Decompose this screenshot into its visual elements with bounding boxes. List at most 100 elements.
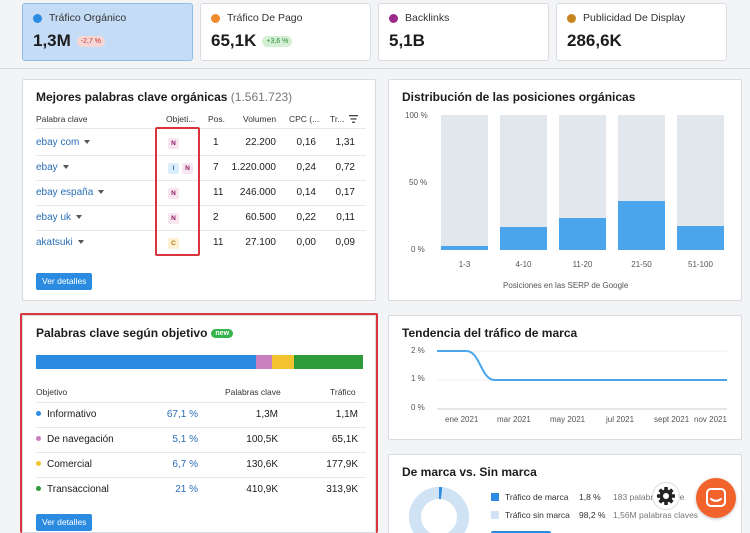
volume-value: 1.220.000 bbox=[231, 162, 277, 173]
chevron-down-icon[interactable] bbox=[76, 215, 83, 219]
keyword-link[interactable]: ebay com bbox=[36, 137, 91, 148]
panel-title: Mejores palabras clave orgánicas bbox=[36, 90, 228, 104]
kpi-value: 286,6K bbox=[567, 31, 622, 50]
bar-21-50[interactable] bbox=[618, 201, 665, 250]
intent-pct[interactable]: 6,7 % bbox=[172, 459, 198, 470]
keyword-link[interactable]: ebay españa bbox=[36, 187, 105, 198]
keyword-link[interactable]: ebay bbox=[36, 162, 69, 173]
y-tick: 1 % bbox=[411, 374, 425, 383]
brand-traffic-keywords: 183 palabras clave bbox=[613, 492, 685, 502]
intent-badge: N bbox=[182, 163, 193, 174]
bar-1-3[interactable] bbox=[441, 245, 488, 250]
bar-4-10[interactable] bbox=[500, 227, 547, 250]
nonbrand-traffic-pct[interactable]: 98,2 % bbox=[579, 510, 606, 520]
x-tick: sept 2021 bbox=[654, 415, 690, 424]
brand-trend-panel: Tendencia del tráfico de marca 2 % 1 % 0… bbox=[388, 315, 742, 440]
kpi-card-organic-traffic[interactable]: Tráfico Orgánico 1,3M -2,7 % bbox=[22, 3, 193, 61]
position-value: 11 bbox=[213, 237, 224, 248]
intent-pct[interactable]: 21 % bbox=[175, 484, 198, 495]
chat-support-button[interactable] bbox=[696, 478, 736, 518]
chevron-down-icon[interactable] bbox=[77, 240, 84, 244]
chevron-down-icon[interactable] bbox=[62, 165, 69, 169]
brand-donut-chart bbox=[409, 487, 469, 533]
view-details-button[interactable]: Ver detalles bbox=[36, 273, 93, 290]
change-badge: +3,6 % bbox=[262, 35, 293, 47]
positions-distribution-panel: Distribución de las posiciones orgánicas… bbox=[388, 79, 742, 301]
kpi-value: 65,1K bbox=[211, 31, 257, 50]
nonbrand-traffic-legend: Tráfico sin marca bbox=[491, 510, 570, 520]
col-header-keywords: Palabras clave bbox=[225, 387, 281, 397]
traffic-value: 1,31 bbox=[335, 137, 355, 148]
x-tick: 4-10 bbox=[515, 260, 532, 269]
volume-value: 246.000 bbox=[239, 187, 276, 198]
intent-column-highlight bbox=[155, 127, 200, 256]
x-tick: 1-3 bbox=[458, 260, 471, 269]
x-tick: 11-20 bbox=[572, 260, 593, 269]
intent-badge: N bbox=[168, 188, 179, 199]
cpc-value: 0,24 bbox=[296, 162, 316, 173]
bar-51-100[interactable] bbox=[677, 225, 724, 250]
x-tick: 51-100 bbox=[688, 260, 713, 269]
header-divider bbox=[0, 68, 750, 69]
chevron-down-icon[interactable] bbox=[84, 140, 91, 144]
x-tick: 21-50 bbox=[631, 260, 652, 269]
donut-slice-1[interactable] bbox=[409, 487, 469, 533]
col-header-position[interactable]: Pos. bbox=[208, 114, 226, 124]
change-badge: -2,7 % bbox=[76, 35, 106, 47]
traffic-value: 0,09 bbox=[335, 237, 355, 248]
y-tick: 0 % bbox=[411, 403, 425, 412]
intent-segment[interactable] bbox=[294, 355, 363, 369]
volume-value: 22.200 bbox=[245, 137, 276, 148]
intent-keywords: 1,3M bbox=[255, 409, 278, 420]
intent-row-label: Comercial bbox=[36, 459, 92, 470]
position-value: 7 bbox=[213, 162, 219, 173]
col-header-volume[interactable]: Volumen bbox=[243, 114, 277, 124]
x-tick: jul 2021 bbox=[606, 415, 635, 424]
informative-dot-icon bbox=[36, 411, 41, 416]
intent-row-label: Informativo bbox=[36, 409, 96, 420]
intent-segment[interactable] bbox=[36, 355, 256, 369]
chevron-down-icon[interactable] bbox=[98, 190, 105, 194]
bar-background bbox=[441, 115, 488, 250]
view-details-button-partial[interactable] bbox=[491, 531, 551, 533]
cpc-value: 0,14 bbox=[296, 187, 316, 198]
intent-pct[interactable]: 5,1 % bbox=[172, 434, 198, 445]
nonbrand-traffic-keywords: 1,56M palabras claves bbox=[613, 510, 699, 520]
col-header-keyword[interactable]: Palabra clave bbox=[36, 114, 88, 124]
bar-11-20[interactable] bbox=[559, 217, 606, 250]
intent-distribution-bar bbox=[36, 355, 363, 369]
volume-value: 60.500 bbox=[245, 212, 276, 223]
sort-icon[interactable] bbox=[349, 115, 358, 123]
cpc-value: 0,16 bbox=[296, 137, 316, 148]
intent-segment[interactable] bbox=[255, 355, 273, 369]
kpi-label: Tráfico Orgánico bbox=[49, 12, 127, 24]
col-header-cpc[interactable]: CPC (... bbox=[289, 114, 320, 124]
kpi-label: Publicidad De Display bbox=[583, 12, 686, 24]
keyword-count: (1.561.723) bbox=[230, 90, 293, 104]
kpi-card-paid-traffic[interactable]: Tráfico De Pago 65,1K +3,6 % bbox=[200, 3, 371, 61]
keyword-link[interactable]: ebay uk bbox=[36, 212, 83, 223]
nonbrand-square-icon bbox=[491, 511, 499, 519]
x-axis-label: Posiciones en las SERP de Google bbox=[503, 281, 629, 290]
intent-segment[interactable] bbox=[272, 355, 295, 369]
panel-title: De marca vs. Sin marca bbox=[402, 465, 537, 479]
keyword-link[interactable]: akatsuki bbox=[36, 237, 84, 248]
intent-pct[interactable]: 67,1 % bbox=[166, 409, 198, 420]
brand-traffic-line bbox=[437, 350, 727, 381]
kpi-card-backlinks[interactable]: Backlinks 5,1B bbox=[378, 3, 549, 61]
transactional-dot-icon bbox=[36, 486, 41, 491]
view-details-button[interactable]: Ver detalles bbox=[36, 514, 93, 531]
intent-badge: C bbox=[168, 238, 179, 249]
intent-row-label: Transaccional bbox=[36, 484, 109, 495]
intent-panel: Palabras clave según objetivo new Objetiv… bbox=[22, 315, 376, 533]
settings-gear-button[interactable] bbox=[652, 482, 680, 510]
intent-traffic: 177,9K bbox=[326, 459, 358, 470]
volume-value: 27.100 bbox=[245, 237, 276, 248]
brand-traffic-pct[interactable]: 1,8 % bbox=[579, 492, 601, 502]
intent-panel-highlight bbox=[20, 313, 378, 533]
intent-badge: N bbox=[168, 138, 179, 149]
kpi-card-display-ads[interactable]: Publicidad De Display 286,6K bbox=[556, 3, 727, 61]
brand-vs-nonbrand-panel: De marca vs. Sin marca Tráfico de marca … bbox=[388, 454, 742, 533]
col-header-intent[interactable]: Objeti... bbox=[166, 114, 196, 124]
col-header-traffic[interactable]: Tr... bbox=[330, 114, 345, 124]
